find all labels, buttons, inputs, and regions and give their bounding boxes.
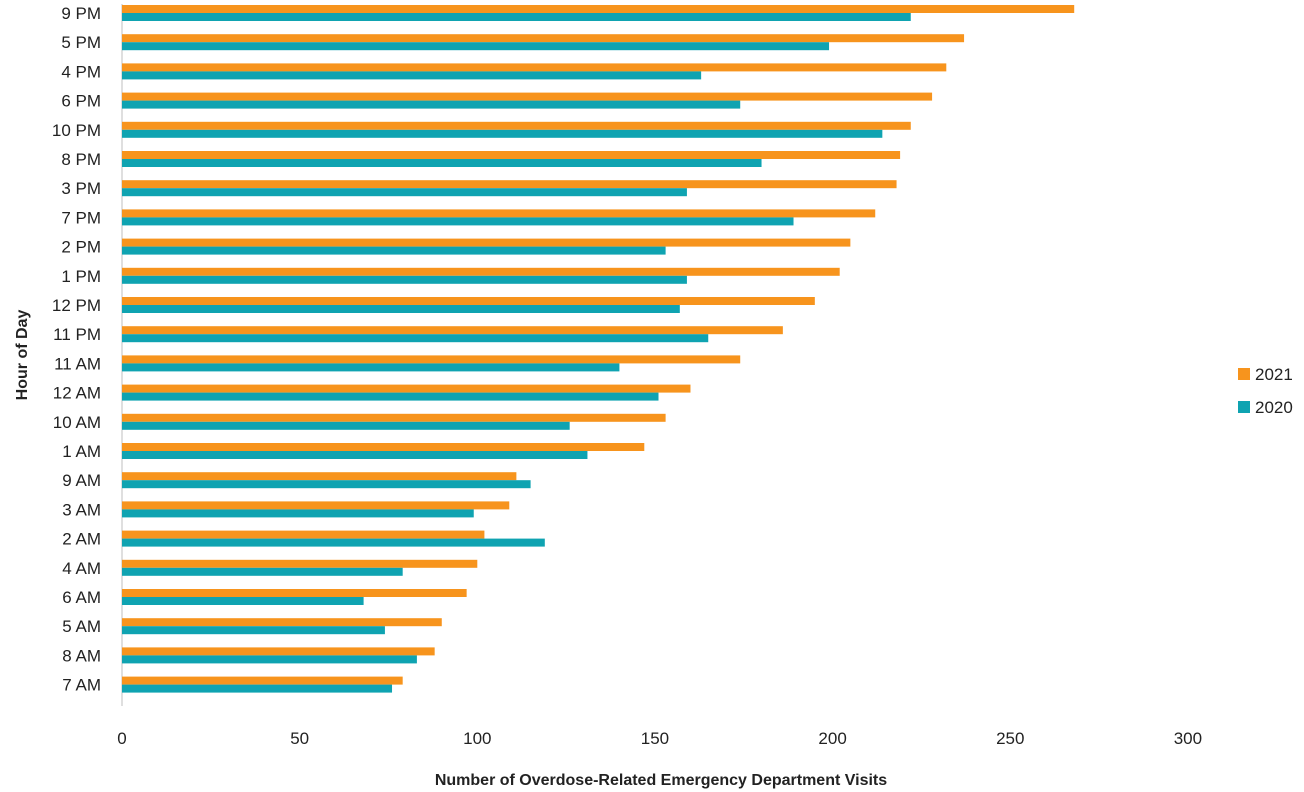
- y-axis-title: Hour of Day: [14, 310, 31, 401]
- bar-2021-3-pm: [122, 180, 897, 189]
- bar-2021-7-pm: [122, 209, 876, 218]
- bar-2020-9-pm: [122, 13, 911, 21]
- x-tick-label-0: 0: [117, 729, 126, 748]
- bar-2021-9-pm: [122, 5, 1075, 13]
- y-tick-label-9-am: 9 AM: [62, 471, 101, 490]
- x-tick-label-50: 50: [290, 729, 309, 748]
- bar-2021-11-am: [122, 355, 741, 364]
- y-tick-label-2-pm: 2 PM: [61, 238, 101, 257]
- bar-2021-10-am: [122, 413, 666, 422]
- bar-2021-7-am: [122, 676, 403, 685]
- bar-2021-2-pm: [122, 238, 851, 247]
- bar-2021-2-am: [122, 530, 485, 539]
- y-tick-labels: 9 PM 5 PM 4 PM 6 PM 10 PM 8 PM 3 PM 7 PM 2 PM 1 P…: [52, 4, 101, 695]
- bar-2021-3-am: [122, 501, 510, 510]
- y-tick-label-6-am: 6 AM: [62, 588, 101, 607]
- bar-2021-9-am: [122, 472, 517, 481]
- legend-label-2020: 2020: [1255, 398, 1293, 417]
- bar-2021-12-pm: [122, 297, 815, 305]
- y-tick-label-10-am: 10 AM: [53, 413, 101, 432]
- y-tick-label-1-am: 1 AM: [62, 442, 101, 461]
- x-tick-label-250: 250: [996, 729, 1024, 748]
- bar-2021-11-pm: [122, 326, 783, 335]
- bar-2020-11-am: [122, 363, 620, 372]
- legend-swatch-2020: [1238, 401, 1250, 413]
- bar-2020-7-am: [122, 684, 393, 693]
- bar-2021-12-am: [122, 384, 691, 393]
- bar-2021-6-am: [122, 589, 467, 597]
- bar-2021-6-pm: [122, 92, 933, 101]
- bar-2020-6-am: [122, 597, 364, 605]
- bar-2020-12-pm: [122, 305, 680, 313]
- bar-2021-8-am: [122, 647, 435, 656]
- bar-2020-6-pm: [122, 100, 741, 109]
- y-tick-label-8-am: 8 AM: [62, 646, 101, 665]
- bar-2020-1-pm: [122, 275, 687, 284]
- bar-2020-8-am: [122, 655, 417, 664]
- y-tick-label-12-pm: 12 PM: [52, 296, 101, 315]
- y-tick-label-7-pm: 7 PM: [61, 208, 101, 227]
- x-tick-label-200: 200: [818, 729, 846, 748]
- y-tick-label-11-pm: 11 PM: [53, 325, 101, 344]
- bar-2020-9-am: [122, 480, 531, 489]
- y-tick-label-1-pm: 1 PM: [61, 267, 101, 286]
- bar-2020-1-am: [122, 451, 588, 459]
- y-tick-label-3-am: 3 AM: [62, 500, 101, 519]
- y-tick-label-2-am: 2 AM: [62, 530, 101, 549]
- legend-swatch-2021: [1238, 368, 1250, 380]
- bar-2020-4-am: [122, 567, 403, 576]
- bar-2020-2-pm: [122, 246, 666, 255]
- y-tick-label-12-am: 12 AM: [53, 384, 101, 403]
- bar-2020-8-pm: [122, 159, 762, 167]
- bar-2020-5-pm: [122, 42, 830, 51]
- y-tick-label-5-pm: 5 PM: [61, 33, 101, 52]
- y-tick-label-4-am: 4 AM: [62, 559, 101, 578]
- bar-2020-3-am: [122, 509, 474, 518]
- bar-2021-5-am: [122, 618, 442, 627]
- bar-2020-12-am: [122, 392, 659, 401]
- bar-2020-10-am: [122, 421, 570, 430]
- bar-2021-8-pm: [122, 151, 901, 159]
- y-tick-label-10-pm: 10 PM: [52, 121, 101, 140]
- x-tick-labels: 0 50 100 150 200 250 300: [117, 729, 1202, 748]
- bar-2020-4-pm: [122, 71, 702, 80]
- bar-2020-7-pm: [122, 217, 794, 226]
- y-tick-label-11-am: 11 AM: [54, 354, 101, 373]
- bar-2020-5-am: [122, 626, 385, 635]
- y-tick-label-7-am: 7 AM: [62, 676, 101, 695]
- bar-2021-5-pm: [122, 34, 965, 43]
- bar-2020-3-pm: [122, 188, 687, 197]
- x-tick-label-150: 150: [641, 729, 669, 748]
- x-tick-label-100: 100: [463, 729, 491, 748]
- bar-2020-10-pm: [122, 129, 883, 138]
- legend: 2021 2020: [1238, 365, 1293, 417]
- bar-2021-4-am: [122, 559, 478, 568]
- y-tick-label-8-pm: 8 PM: [61, 150, 101, 169]
- x-axis-title: Number of Overdose-Related Emergency Dep…: [435, 772, 887, 789]
- bar-2020-11-pm: [122, 334, 709, 343]
- y-tick-label-4-pm: 4 PM: [61, 62, 101, 81]
- legend-label-2021: 2021: [1255, 365, 1293, 384]
- bars-group: [122, 5, 1075, 693]
- x-tick-label-300: 300: [1174, 729, 1202, 748]
- bar-2020-2-am: [122, 538, 545, 547]
- bar-2021-1-am: [122, 443, 645, 451]
- y-tick-label-3-pm: 3 PM: [61, 179, 101, 198]
- y-tick-label-5-am: 5 AM: [62, 617, 101, 636]
- y-tick-label-9-pm: 9 PM: [61, 4, 101, 23]
- bar-2021-1-pm: [122, 267, 840, 276]
- bar-2021-10-pm: [122, 121, 911, 130]
- y-tick-label-6-pm: 6 PM: [61, 92, 101, 111]
- bar-2021-4-pm: [122, 63, 947, 72]
